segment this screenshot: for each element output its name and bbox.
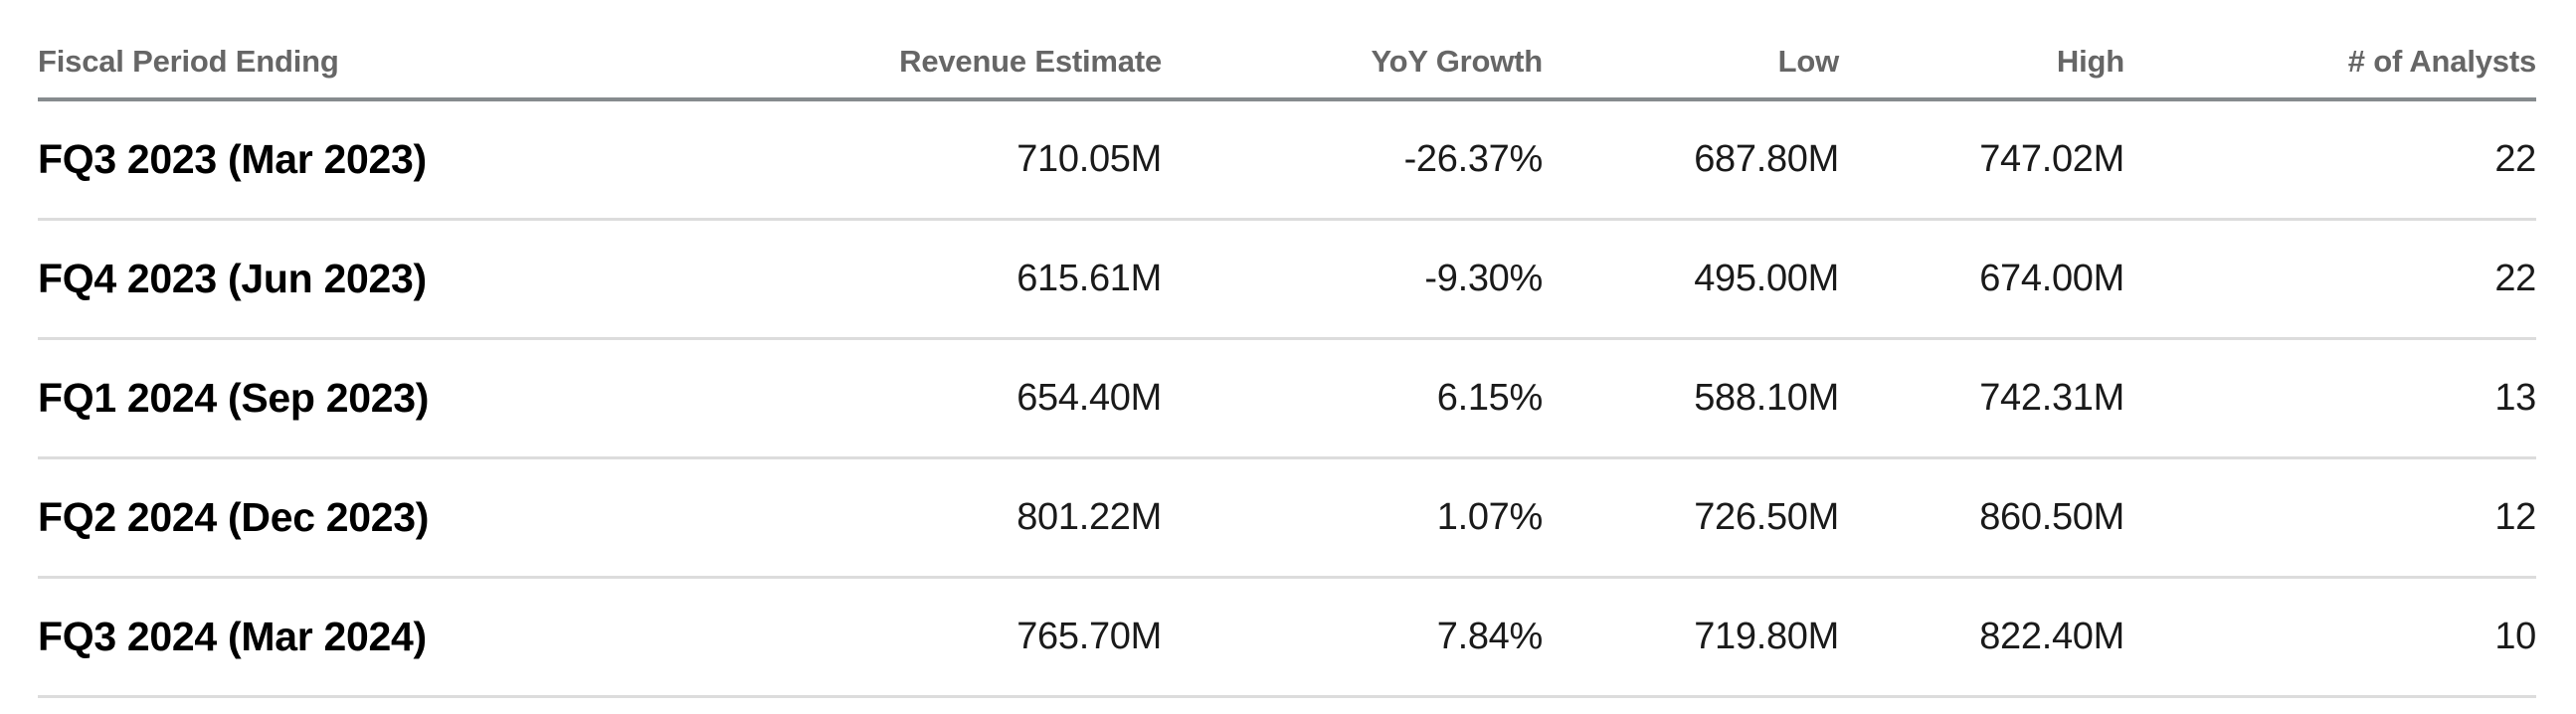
cell-revenue-estimate: 801.22M bbox=[635, 457, 1162, 579]
cell-revenue-estimate: 710.05M bbox=[635, 99, 1162, 221]
col-header-yoy-growth: YoY Growth bbox=[1162, 0, 1543, 101]
cell-yoy-growth: -26.37% bbox=[1162, 99, 1543, 221]
col-header-num-analysts: # of Analysts bbox=[2124, 0, 2536, 101]
table-row: FQ2 2024 (Dec 2023) 801.22M 1.07% 726.50… bbox=[38, 457, 2536, 579]
cell-revenue-estimate: 654.40M bbox=[635, 338, 1162, 459]
header-row: Fiscal Period Ending Revenue Estimate Yo… bbox=[38, 0, 2536, 101]
cell-high: 860.50M bbox=[1839, 457, 2124, 579]
cell-high: 742.31M bbox=[1839, 338, 2124, 459]
cell-fiscal-period: FQ3 2023 (Mar 2023) bbox=[38, 99, 635, 221]
col-header-fiscal-period-ending: Fiscal Period Ending bbox=[38, 0, 635, 101]
cell-yoy-growth: 1.07% bbox=[1162, 457, 1543, 579]
cell-fiscal-period: FQ1 2024 (Sep 2023) bbox=[38, 338, 635, 459]
cell-num-analysts: 10 bbox=[2124, 577, 2536, 698]
cell-num-analysts: 22 bbox=[2124, 219, 2536, 340]
estimates-table-container: Fiscal Period Ending Revenue Estimate Yo… bbox=[38, 0, 2536, 698]
cell-revenue-estimate: 615.61M bbox=[635, 219, 1162, 340]
table-row: FQ3 2024 (Mar 2024) 765.70M 7.84% 719.80… bbox=[38, 577, 2536, 698]
cell-fiscal-period: FQ3 2024 (Mar 2024) bbox=[38, 577, 635, 698]
cell-low: 719.80M bbox=[1543, 577, 1839, 698]
cell-fiscal-period: FQ4 2023 (Jun 2023) bbox=[38, 219, 635, 340]
cell-revenue-estimate: 765.70M bbox=[635, 577, 1162, 698]
cell-low: 588.10M bbox=[1543, 338, 1839, 459]
cell-num-analysts: 12 bbox=[2124, 457, 2536, 579]
cell-fiscal-period: FQ2 2024 (Dec 2023) bbox=[38, 457, 635, 579]
cell-yoy-growth: 6.15% bbox=[1162, 338, 1543, 459]
col-header-high: High bbox=[1839, 0, 2124, 101]
cell-yoy-growth: -9.30% bbox=[1162, 219, 1543, 340]
table-row: FQ4 2023 (Jun 2023) 615.61M -9.30% 495.0… bbox=[38, 219, 2536, 340]
cell-high: 822.40M bbox=[1839, 577, 2124, 698]
revenue-estimates-table: Fiscal Period Ending Revenue Estimate Yo… bbox=[38, 0, 2536, 698]
col-header-revenue-estimate: Revenue Estimate bbox=[635, 0, 1162, 101]
cell-num-analysts: 22 bbox=[2124, 99, 2536, 221]
cell-yoy-growth: 7.84% bbox=[1162, 577, 1543, 698]
table-row: FQ1 2024 (Sep 2023) 654.40M 6.15% 588.10… bbox=[38, 338, 2536, 459]
cell-low: 495.00M bbox=[1543, 219, 1839, 340]
cell-high: 674.00M bbox=[1839, 219, 2124, 340]
col-header-low: Low bbox=[1543, 0, 1839, 101]
table-row: FQ3 2023 (Mar 2023) 710.05M -26.37% 687.… bbox=[38, 99, 2536, 221]
cell-num-analysts: 13 bbox=[2124, 338, 2536, 459]
cell-low: 687.80M bbox=[1543, 99, 1839, 221]
cell-high: 747.02M bbox=[1839, 99, 2124, 221]
cell-low: 726.50M bbox=[1543, 457, 1839, 579]
